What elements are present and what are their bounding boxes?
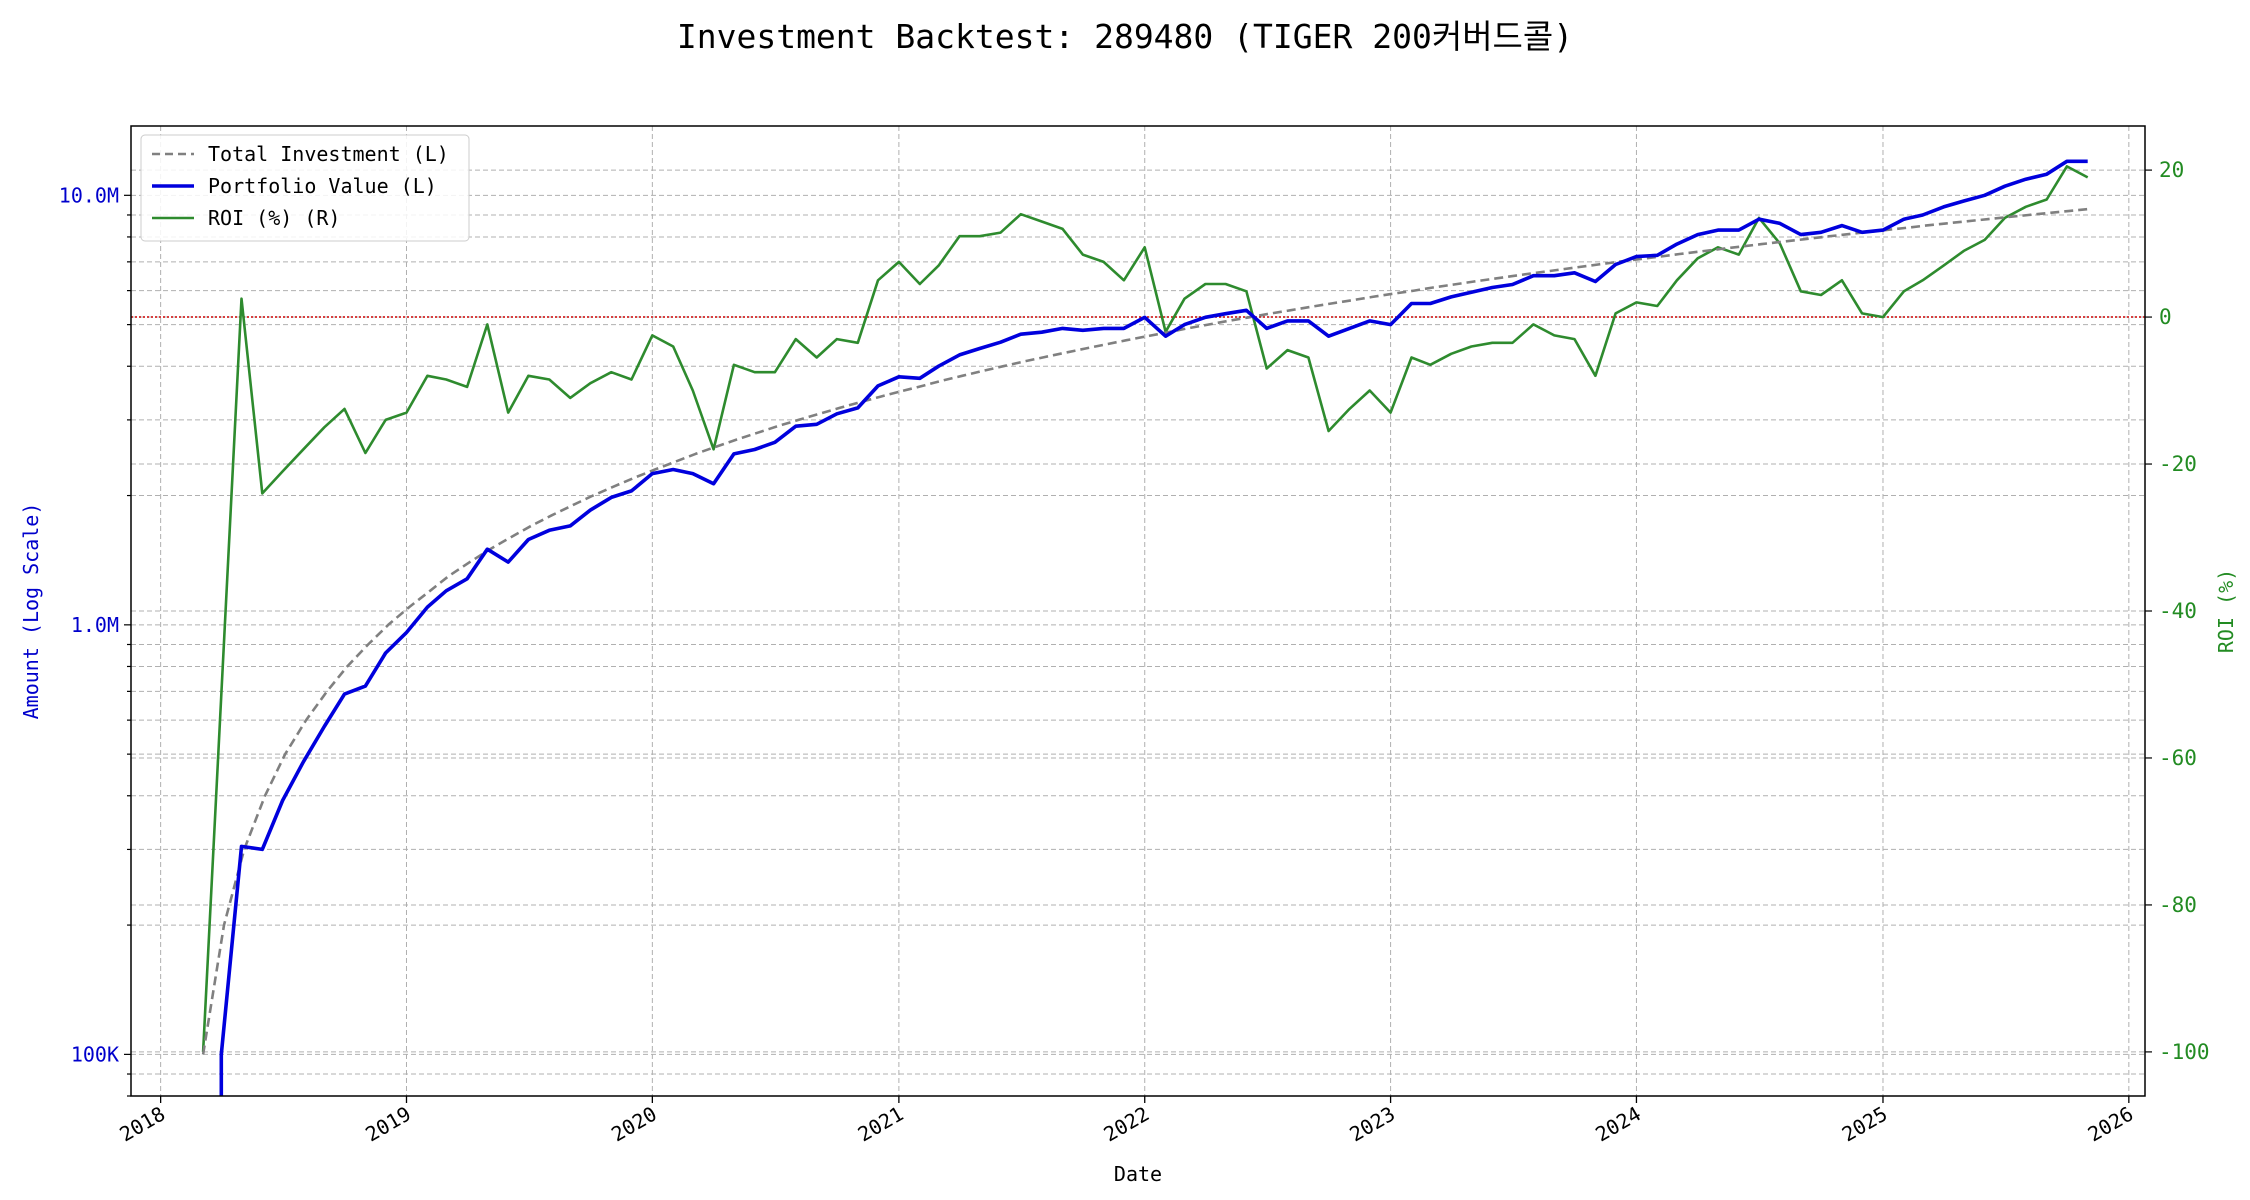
series-layer xyxy=(201,159,2091,1096)
legend-label-portfolio: Portfolio Value (L) xyxy=(208,174,437,198)
left-tick-label: 1.0M xyxy=(71,613,119,637)
left-axis-label: Amount (Log Scale) xyxy=(19,503,43,720)
portfolio-series-line xyxy=(219,159,2088,1096)
legend-box xyxy=(140,134,470,242)
x-tick-label: 2019 xyxy=(361,1102,415,1147)
right-tick-label: -60 xyxy=(2159,746,2197,770)
x-axis: 2018 2019 2020 2021 2022 2023 2024 2025 2026 xyxy=(115,1096,2137,1146)
legend: Total Investment (L) Portfolio Value (L) R… xyxy=(140,134,470,242)
roi-series-line xyxy=(201,165,2089,1052)
x-tick-label: 2024 xyxy=(1591,1102,1645,1147)
left-tick-label: 100K xyxy=(71,1042,119,1066)
right-tick-label: -100 xyxy=(2159,1040,2210,1064)
grid-layer xyxy=(131,126,2145,1097)
x-tick-label: 2022 xyxy=(1100,1102,1154,1147)
right-tick-label: -40 xyxy=(2159,599,2197,623)
x-tick-label: 2021 xyxy=(854,1102,908,1147)
left-tick-label: 10.0M xyxy=(59,183,119,207)
left-axis: 100K 1.0M 10.0M xyxy=(59,183,131,1097)
x-tick-label: 2020 xyxy=(607,1102,661,1147)
right-tick-label: -20 xyxy=(2159,452,2197,476)
legend-label-roi: ROI (%) (R) xyxy=(208,206,340,230)
chart-title: Investment Backtest: 289480 (TIGER 200커버… xyxy=(677,17,1573,56)
legend-label-investment: Total Investment (L) xyxy=(208,142,449,166)
x-tick-label: 2018 xyxy=(115,1102,169,1147)
x-tick-label: 2026 xyxy=(2084,1102,2138,1147)
x-tick-label: 2025 xyxy=(1838,1102,1892,1147)
right-axis: -100 -80 -60 -40 -20 0 20 xyxy=(2145,158,2210,1064)
right-tick-label: 0 xyxy=(2159,305,2172,329)
x-tick-label: 2023 xyxy=(1345,1102,1399,1147)
investment-series-line xyxy=(201,207,2091,1055)
right-axis-label: ROI (%) xyxy=(2214,569,2238,653)
right-tick-label: -80 xyxy=(2159,893,2197,917)
x-axis-label: Date xyxy=(1114,1162,1162,1186)
plot-frame xyxy=(130,125,2146,1097)
right-tick-label: 20 xyxy=(2159,158,2184,182)
